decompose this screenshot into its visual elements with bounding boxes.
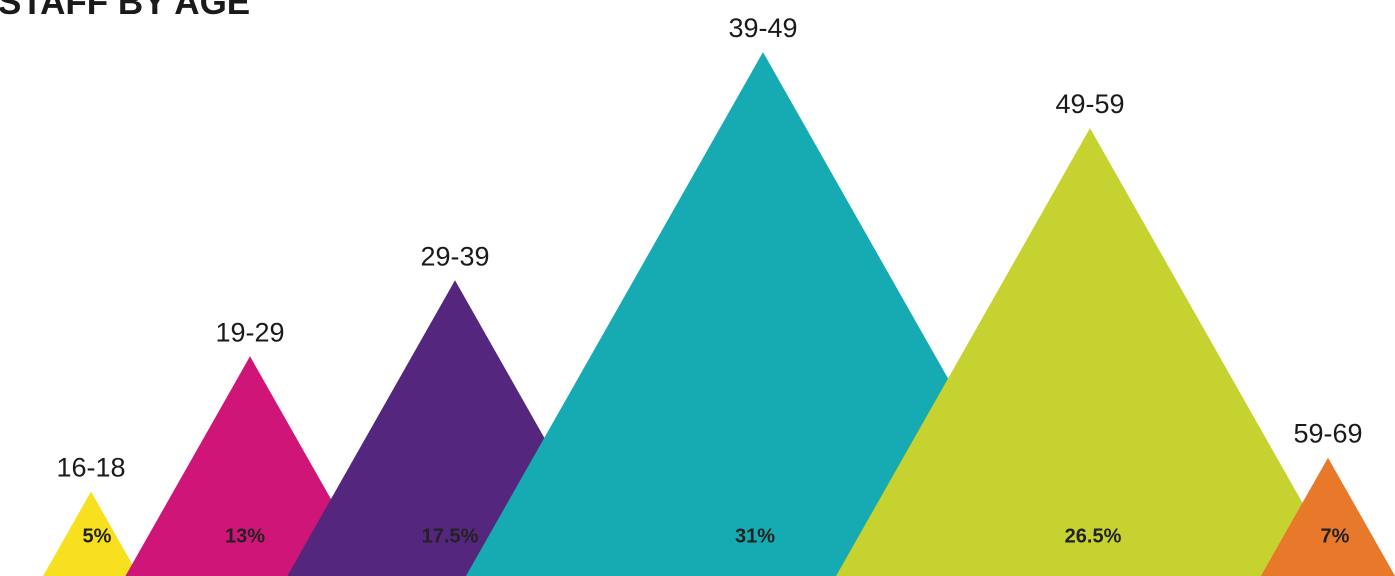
value-label-29-39: 17.5% [422, 525, 479, 547]
value-label-59-69: 7% [1321, 525, 1350, 547]
category-label-16-18: 16-18 [56, 453, 125, 483]
category-label-29-39: 29-39 [420, 241, 489, 271]
triangle-mark-59-69 [1260, 457, 1395, 576]
triangle-mark-16-18 [43, 491, 139, 576]
value-label-16-18: 5% [83, 525, 112, 547]
category-label-49-59: 49-59 [1055, 89, 1124, 119]
triangle-series [43, 52, 1395, 576]
category-label-39-49: 39-49 [728, 13, 797, 43]
category-label-59-69: 59-69 [1293, 419, 1362, 449]
label-layer: 16-18 5% 19-29 13% 29-39 17.5% 39-49 31% 49-59 26… [56, 13, 1362, 547]
triangle-mark-19-29 [125, 356, 375, 576]
category-label-19-29: 19-29 [215, 317, 284, 347]
value-label-49-59: 26.5% [1065, 525, 1122, 547]
value-label-19-29: 13% [225, 525, 265, 547]
chart-title: STAFF BY AGE [0, 0, 250, 22]
value-label-39-49: 31% [735, 525, 775, 547]
triangle-mark-49-59 [836, 128, 1344, 576]
